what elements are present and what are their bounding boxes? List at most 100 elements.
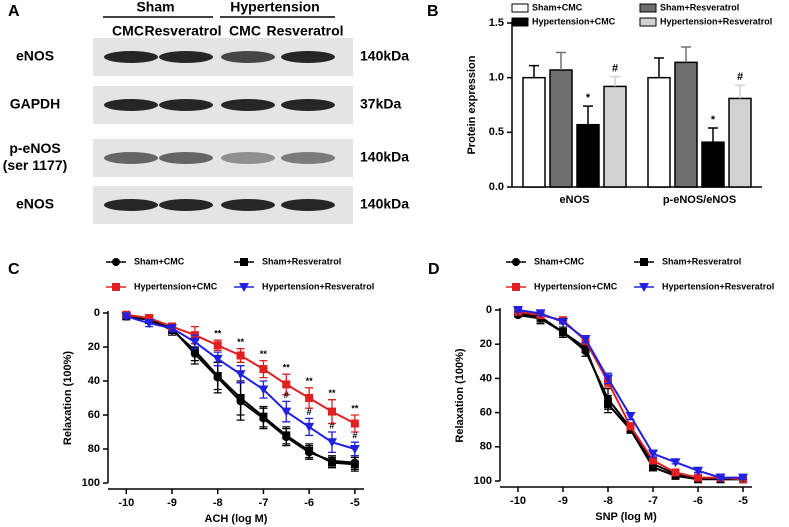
marker: [327, 438, 337, 448]
legend-label: Sham+Resveratrol: [660, 2, 739, 12]
legend-marker: [240, 258, 248, 266]
marker: [304, 422, 315, 432]
significance-mark: #: [307, 407, 312, 417]
marker: [190, 346, 199, 355]
y-tick-label: 80: [480, 441, 492, 453]
row-label: eNOS: [16, 196, 54, 212]
legend-label: Sham+CMC: [134, 256, 185, 266]
significance-mark: #: [612, 62, 618, 74]
x-tick-label: -7: [259, 497, 269, 509]
error-bar: [583, 105, 593, 125]
x-tick-label: -8: [213, 497, 223, 509]
legend-swatch: [639, 3, 657, 13]
marker: [121, 312, 132, 322]
y-axis-label: Relaxation (100%): [62, 351, 74, 445]
marker: [213, 341, 222, 350]
legend-label: Hypertension+Resveratrol: [662, 281, 774, 291]
significance-mark: *: [711, 114, 716, 126]
marker: [625, 412, 636, 422]
significance-mark: #: [329, 420, 334, 430]
marker: [649, 463, 657, 472]
y-tick-label: 0.5: [489, 126, 504, 138]
y-tick-label: 100: [474, 475, 492, 487]
y-tick-label: 100: [82, 477, 100, 489]
marker: [671, 468, 680, 477]
row-label: p-eNOS: [9, 140, 60, 156]
size-label: 140kDa: [360, 48, 409, 64]
y-tick-label: 1.0: [489, 72, 504, 84]
marker: [259, 365, 268, 374]
bar: [728, 97, 752, 188]
significance-mark: **: [351, 403, 359, 413]
blot-band: [281, 99, 335, 111]
legend-marker: [112, 283, 120, 291]
x-axis-label: ACH (log M): [205, 513, 268, 525]
marker: [581, 343, 590, 352]
y-tick-label: 1.5: [489, 17, 504, 29]
marker: [580, 335, 591, 345]
significance-mark: **: [260, 349, 268, 359]
series-line: [517, 310, 744, 481]
error-bar: [529, 64, 539, 78]
blot-band: [221, 51, 275, 63]
row-label: GAPDH: [10, 96, 61, 112]
marker: [167, 324, 177, 334]
marker: [236, 394, 245, 402]
marker: [235, 370, 246, 380]
significance-mark: **: [328, 388, 336, 398]
marker: [513, 306, 523, 315]
error-bar: [735, 84, 745, 99]
significance-mark: #: [737, 71, 743, 83]
y-tick-label: 60: [480, 407, 492, 419]
series-line: [517, 309, 743, 479]
marker: [236, 351, 245, 360]
legend-label: Hypertension+CMC: [534, 281, 618, 291]
size-label: 140kDa: [360, 196, 409, 212]
x-tick-label: -10: [118, 497, 134, 509]
legend-marker: [512, 283, 520, 291]
marker: [715, 473, 726, 483]
marker: [305, 394, 314, 402]
bar: [701, 141, 725, 188]
bar: [647, 76, 671, 188]
blot-band: [221, 152, 275, 164]
significance-mark: #: [284, 390, 289, 400]
marker: [328, 407, 336, 416]
marker: [145, 314, 154, 323]
significance-mark: **: [283, 363, 291, 373]
blot-band: [159, 51, 213, 63]
marker: [144, 319, 155, 329]
blot-band: [221, 199, 275, 211]
legend-label: Hypertension+Resveratrol: [660, 16, 772, 26]
marker: [649, 456, 657, 465]
significance-mark: **: [237, 337, 245, 347]
marker: [258, 385, 269, 395]
marker: [259, 412, 268, 421]
y-axis-label: Relaxation (100%): [454, 348, 466, 442]
x-tick-label: -9: [167, 497, 177, 509]
legend-label: Hypertension+CMC: [532, 16, 616, 26]
blot-band: [104, 199, 158, 211]
legend-marker: [512, 258, 520, 266]
y-tick-label: 80: [88, 443, 100, 455]
blot-band: [104, 99, 158, 111]
legend-marker: [640, 258, 648, 266]
blot-band: [159, 99, 213, 111]
x-tick-label: -8: [603, 495, 613, 507]
row-label: (ser 1177): [3, 157, 68, 173]
marker: [558, 317, 568, 327]
legend-swatch: [511, 3, 529, 13]
y-tick-label: 60: [88, 409, 100, 421]
marker: [603, 374, 613, 384]
x-axis-label: SNP (log M): [595, 511, 657, 523]
blot-band: [104, 51, 158, 63]
x-tick-label: -6: [693, 495, 703, 507]
x-tick-label: p-eNOS/eNOS: [663, 194, 736, 206]
group-label: Hypertension: [230, 0, 319, 15]
x-tick-label: -9: [558, 495, 568, 507]
significance-mark: **: [306, 376, 314, 386]
x-tick-label: -5: [738, 495, 748, 507]
marker: [328, 458, 336, 467]
